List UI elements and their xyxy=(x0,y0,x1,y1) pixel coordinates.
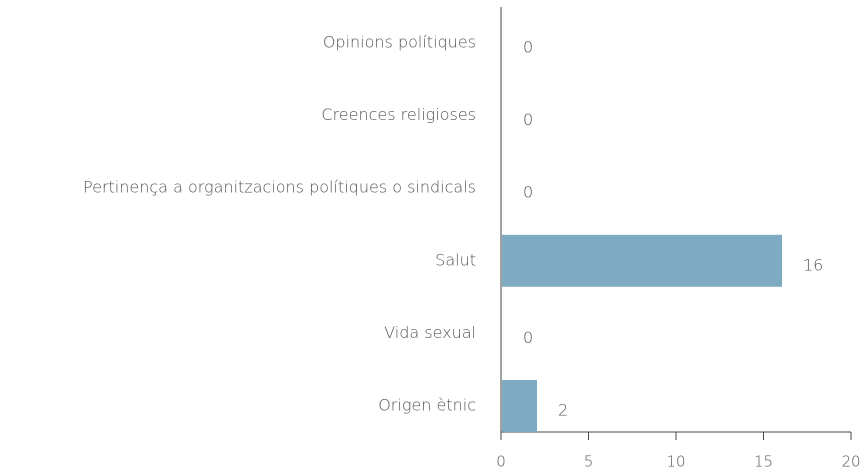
y-tick-label: Vida sexual xyxy=(384,323,476,342)
y-tick-label: Pertinença a organitzacions polítiques o… xyxy=(83,178,476,197)
y-tick-label: Salut xyxy=(435,250,476,269)
y-tick-label: Opinions polítiques xyxy=(323,33,476,52)
value-label: 0 xyxy=(523,183,533,202)
value-label: 0 xyxy=(523,110,533,129)
x-tick-label: 0 xyxy=(496,453,506,471)
x-tick-label: 20 xyxy=(841,453,860,471)
bar xyxy=(502,234,782,287)
x-tick-label: 5 xyxy=(584,453,594,471)
x-tick-label: 15 xyxy=(754,453,773,471)
value-label: 2 xyxy=(558,401,568,420)
value-label: 16 xyxy=(803,255,823,274)
y-tick-label: Creences religioses xyxy=(321,105,476,124)
y-tick-label: Origen ètnic xyxy=(378,396,476,415)
x-tick-label: 10 xyxy=(666,453,685,471)
value-label: 0 xyxy=(523,38,533,57)
bar xyxy=(502,380,537,432)
value-label: 0 xyxy=(523,328,533,347)
